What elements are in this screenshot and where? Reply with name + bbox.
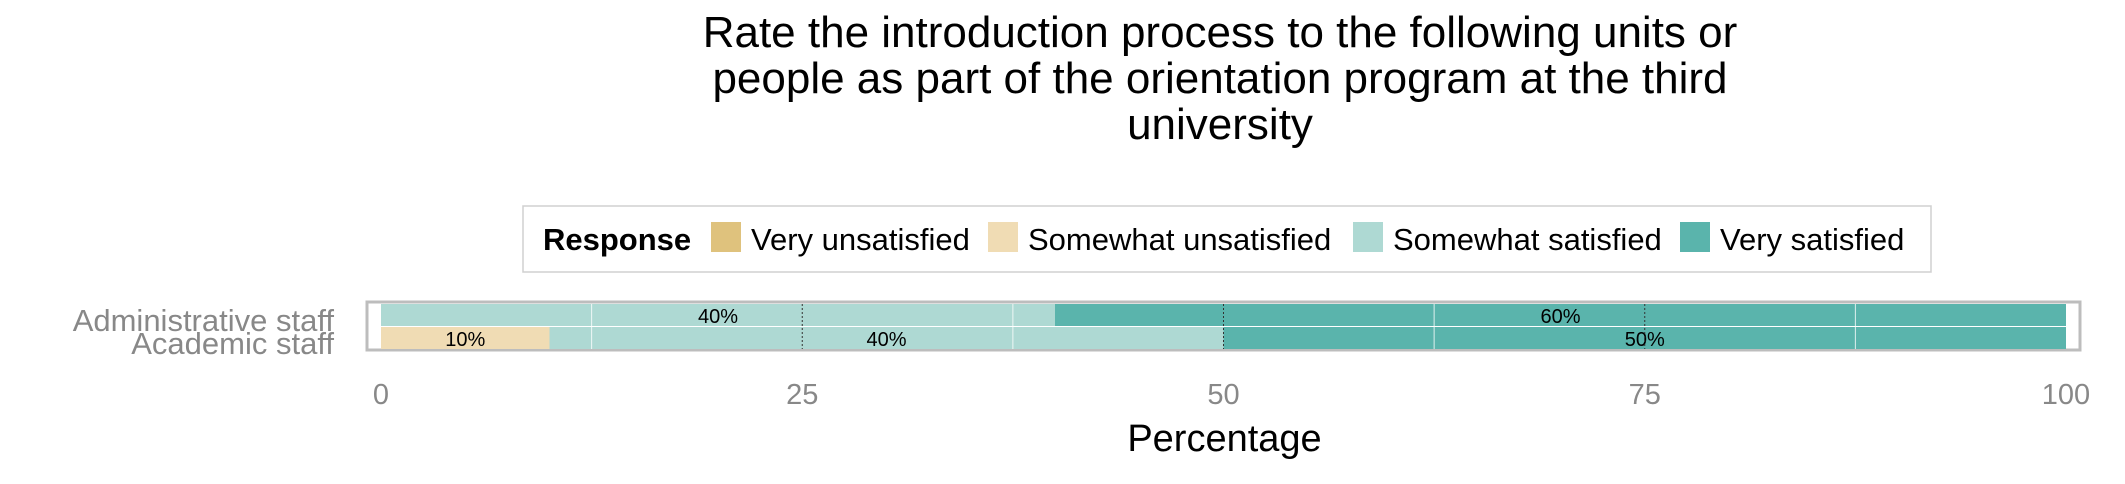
chart-title: Rate the introduction process to the fol… bbox=[702, 8, 1738, 149]
legend-key-very-satisfied bbox=[1680, 222, 1710, 252]
x-axis-title: Percentage bbox=[1127, 418, 1321, 460]
bar-administrative-staff-very-satisfied bbox=[1055, 304, 2066, 326]
legend-key-somewhat-unsatisfied bbox=[988, 222, 1018, 252]
data-label-administrative-staff-very-satisfied: 60% bbox=[1540, 306, 1580, 328]
x-axis: 0 25 50 75 100 Percentage bbox=[373, 379, 2090, 460]
data-label-academic-staff-somewhat-unsatisfied: 10% bbox=[445, 329, 485, 351]
legend-label-somewhat-unsatisfied: Somewhat unsatisfied bbox=[1028, 222, 1331, 257]
legend: Response Very unsatisfied Somewhat unsatis… bbox=[522, 205, 1932, 273]
x-tick-label: 25 bbox=[786, 379, 818, 411]
legend-title: Response bbox=[543, 222, 691, 257]
x-tick-label: 75 bbox=[1629, 379, 1661, 411]
legend-key-very-unsatisfied bbox=[711, 222, 741, 252]
legend-key-somewhat-satisfied bbox=[1353, 222, 1383, 252]
category-label-administrative-staff: Administrative staff bbox=[73, 303, 335, 338]
bar-academic-staff-somewhat-unsatisfied bbox=[381, 327, 550, 349]
legend-label-very-satisfied: Very satisfied bbox=[1720, 222, 1904, 257]
legend-label-very-unsatisfied: Very unsatisfied bbox=[751, 222, 970, 257]
data-label-administrative-staff-somewhat-satisfied: 40% bbox=[698, 306, 738, 328]
data-label-academic-staff-somewhat-satisfied: 40% bbox=[866, 329, 906, 351]
panel-border bbox=[365, 300, 2082, 352]
plot-area: 40% 60%10% 40% 50%Administrative staffAcade… bbox=[73, 300, 2082, 361]
category-label-academic-staff: Academic staff bbox=[131, 326, 334, 361]
x-tick-label: 100 bbox=[2042, 379, 2090, 411]
x-tick-label: 50 bbox=[1207, 379, 1239, 411]
bar-administrative-staff-somewhat-satisfied bbox=[381, 304, 1055, 326]
bar-academic-staff-somewhat-satisfied bbox=[549, 327, 1224, 349]
x-tick-label: 0 bbox=[373, 379, 389, 411]
legend-label-somewhat-satisfied: Somewhat satisfied bbox=[1393, 222, 1662, 257]
